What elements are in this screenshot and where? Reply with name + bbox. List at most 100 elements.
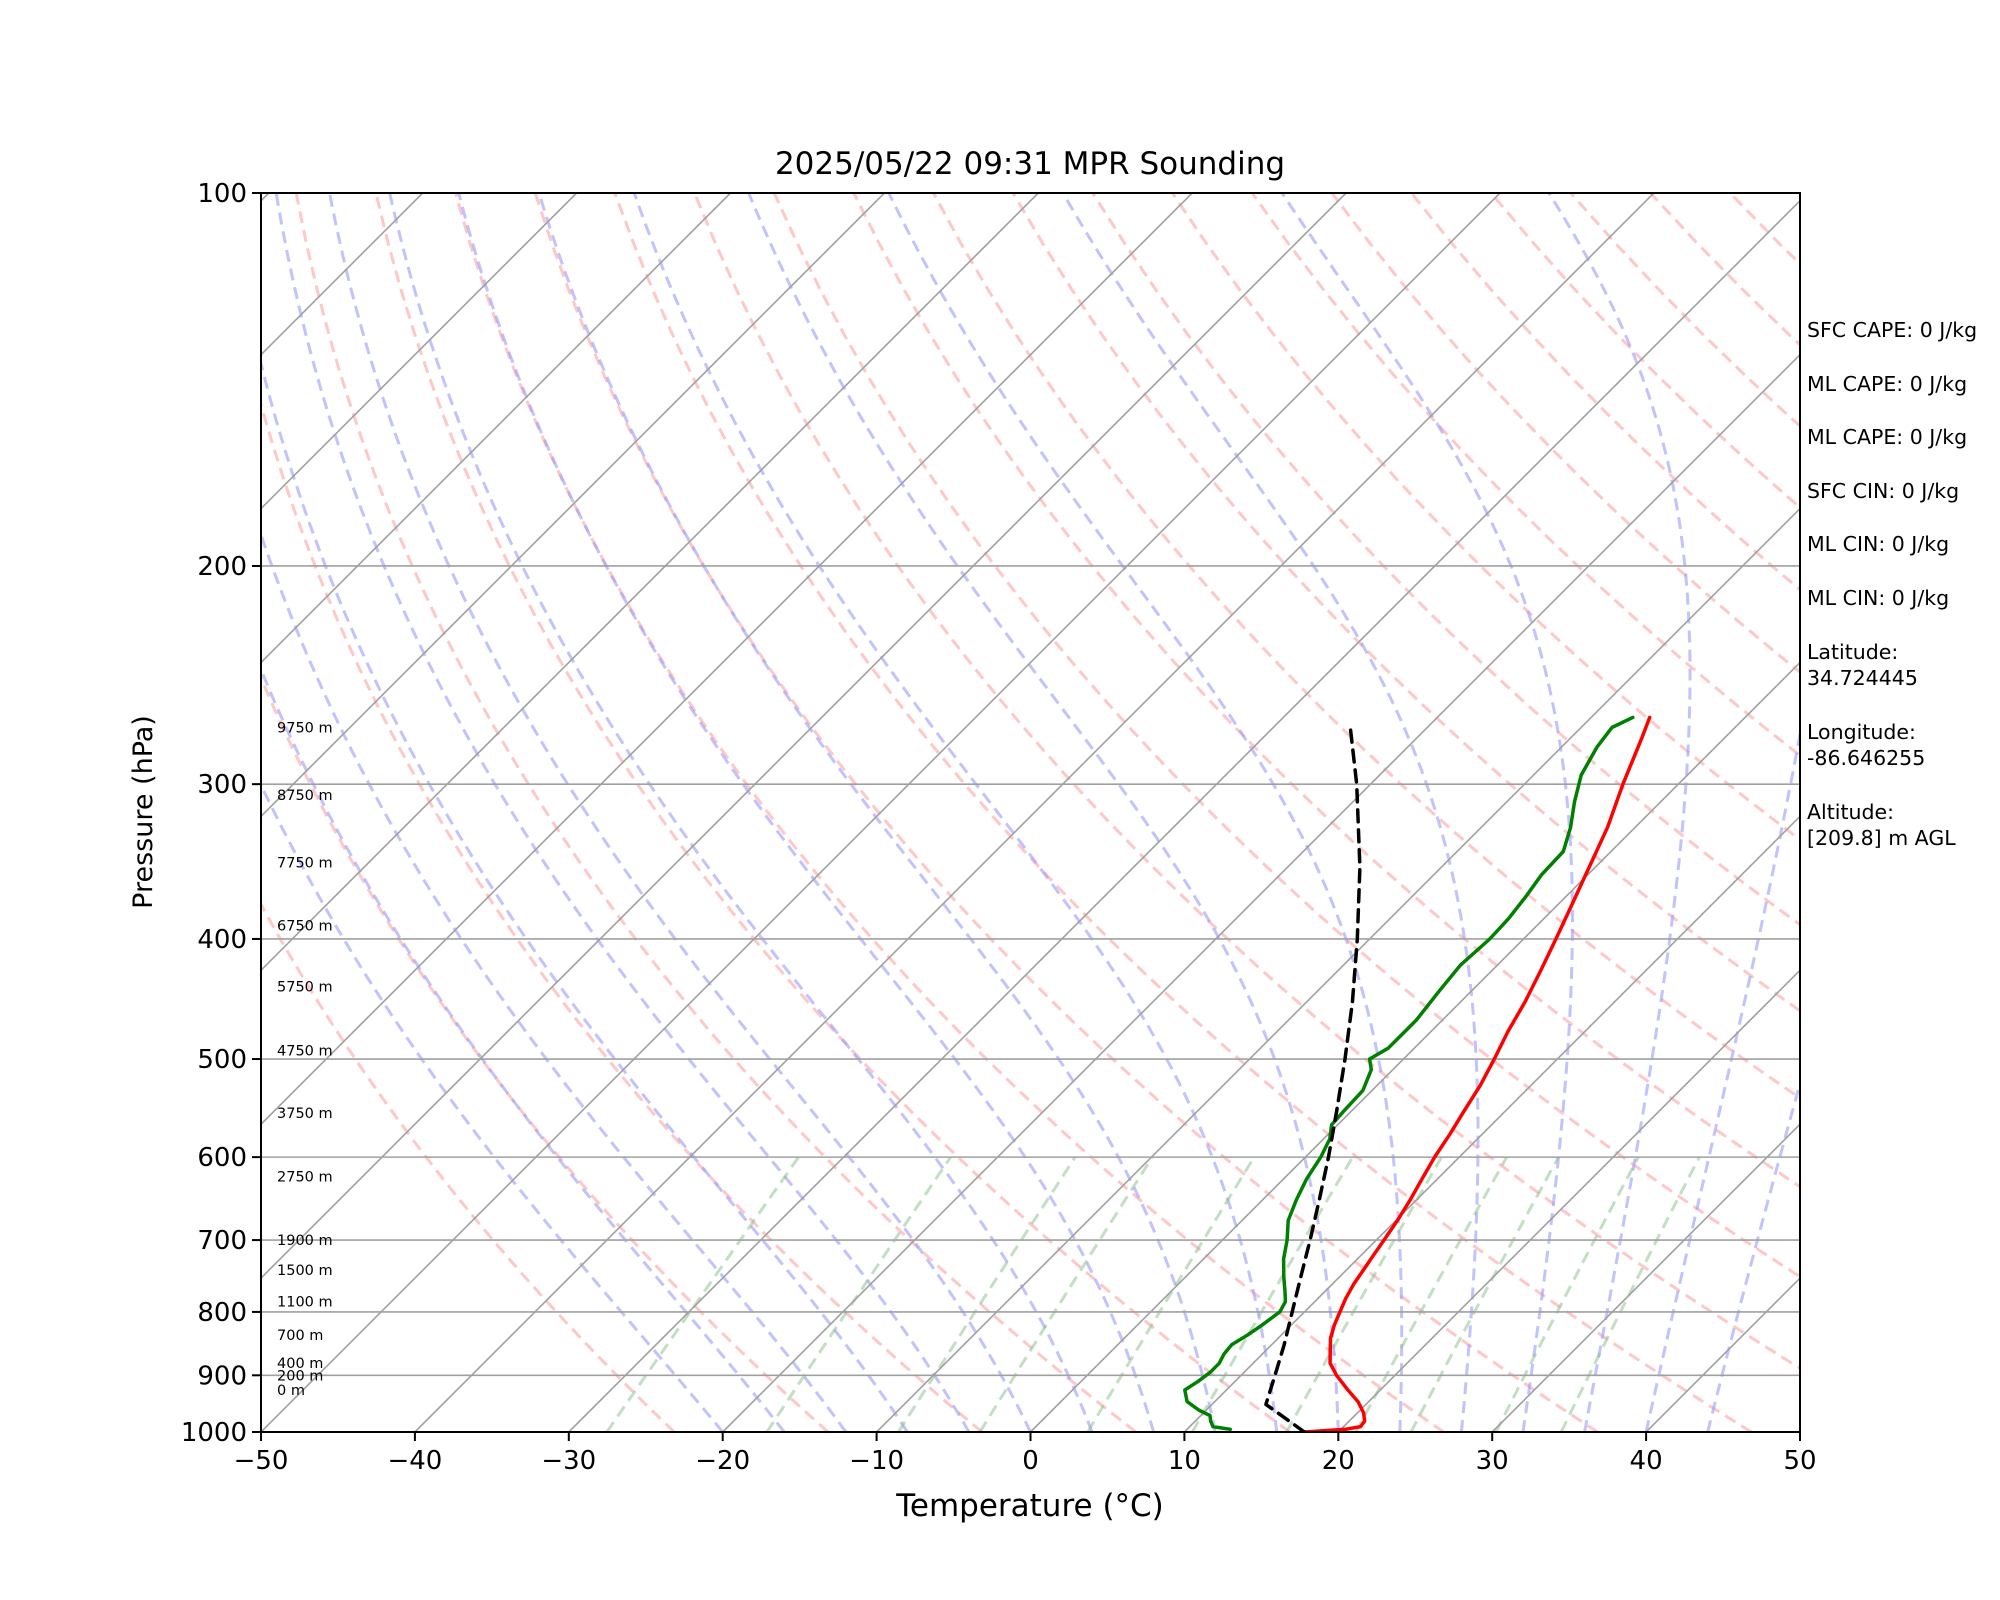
x-tick-label: 10 <box>1168 1446 1201 1476</box>
moist-adiabat <box>328 193 1032 1432</box>
isotherm <box>722 353 1800 1432</box>
parcel-trace <box>1264 725 1362 1432</box>
x-tick-label: −10 <box>849 1446 904 1476</box>
height-label: 1900 m <box>277 1233 333 1249</box>
ml-cape-text-2: ML CAPE: 0 J/kg <box>1807 425 1968 449</box>
y-axis: 100 200 300 400 500 600 700 800 900 1000 <box>181 179 261 1448</box>
sfc-cape-text: SFC CAPE: 0 J/kg <box>1807 318 1978 342</box>
moist-adiabat <box>274 193 971 1432</box>
longitude-label: Longitude: <box>1807 720 1916 744</box>
moist-adiabat <box>261 781 724 1432</box>
x-tick-label: 40 <box>1630 1446 1663 1476</box>
isotherm <box>261 193 885 818</box>
altitude-info: Altitude: [209.8] m AGL <box>1807 799 1997 879</box>
x-tick-label: 0 <box>1022 1446 1039 1476</box>
dewpoint-trace <box>1183 715 1635 1432</box>
dry-adiabat <box>693 193 1800 1371</box>
y-axis-label: Pressure (hPa) <box>128 715 159 909</box>
sfc-cin-text: SFC CIN: 0 J/kg <box>1807 478 1960 503</box>
dry-adiabat <box>772 193 1800 1279</box>
height-label: 4750 m <box>277 1043 333 1059</box>
isotherm <box>261 193 1193 1126</box>
y-tick-label: 700 <box>197 1226 247 1256</box>
longitude-info: Longitude: -86.646255 <box>1807 719 1997 799</box>
x-tick-label: −50 <box>234 1446 289 1476</box>
height-label: 8750 m <box>277 788 333 804</box>
longitude-value: -86.646255 <box>1807 746 1926 770</box>
height-label: 6750 m <box>277 918 333 934</box>
moist-adiabat <box>537 193 1217 1432</box>
x-axis: −50 −40 −30 −20 −10 0 10 20 30 40 50 <box>234 1432 1817 1476</box>
moist-adiabat <box>1644 725 1800 1432</box>
dry-adiabat <box>1011 193 1800 1013</box>
y-tick-label: 800 <box>197 1298 247 1328</box>
isotherm <box>414 193 1655 1432</box>
latitude-label: Latitude: <box>1807 640 1899 664</box>
isotherm <box>261 193 1347 1280</box>
moist-adiabat <box>457 193 1156 1432</box>
isotherm <box>1183 815 1800 1432</box>
dry-adiabat <box>261 398 983 1432</box>
isotherm <box>568 199 1800 1432</box>
height-label: 3750 m <box>277 1106 333 1122</box>
dry-adiabat <box>852 193 1800 1189</box>
altitude-value: [209.8] m AGL <box>1807 826 1956 850</box>
y-tick-label: 600 <box>197 1143 247 1173</box>
x-tick-label: 20 <box>1322 1446 1355 1476</box>
moist-adiabat <box>1547 193 1692 1432</box>
sounding-stats: SFC CAPE: 0 J/kg ML CAPE: 0 J/kg ML CAPE… <box>1807 318 1997 879</box>
isotherm <box>261 193 1039 972</box>
mixing-ratio-line <box>605 1156 800 1432</box>
height-label: 5750 m <box>277 980 333 996</box>
height-label: 400 m <box>277 1356 323 1372</box>
latitude-info: Latitude: 34.724445 <box>1807 639 1997 719</box>
moist-adiabat <box>261 357 909 1432</box>
height-label: 9750 m <box>277 720 333 736</box>
height-label: 0 m <box>277 1383 305 1399</box>
height-label: 1100 m <box>277 1295 333 1311</box>
x-tick-label: −20 <box>695 1446 750 1476</box>
dry-adiabat <box>454 193 1445 1432</box>
dry-adiabat <box>1171 193 1800 842</box>
temperature-trace <box>1302 715 1652 1432</box>
y-tick-label: 200 <box>197 552 247 582</box>
moist-adiabat <box>388 193 1094 1432</box>
isotherm <box>1029 661 1800 1432</box>
sounding-traces <box>1183 715 1652 1432</box>
background-lines <box>261 193 1800 1432</box>
dry-adiabat <box>1091 193 1800 927</box>
isotherm <box>261 193 732 664</box>
x-tick-label: −40 <box>387 1446 442 1476</box>
moist-adiabat <box>1061 193 1480 1432</box>
isotherm <box>261 193 578 510</box>
moist-adiabat <box>1280 193 1574 1432</box>
height-label: 7750 m <box>277 855 333 871</box>
dry-adiabat <box>374 193 1291 1432</box>
isotherm <box>1491 1123 1800 1432</box>
dry-adiabat <box>261 901 676 1432</box>
ml-cape-text: ML CAPE: 0 J/kg <box>1807 371 1968 396</box>
x-tick-label: −30 <box>541 1446 596 1476</box>
x-axis-label: Temperature (°C) <box>895 1488 1164 1524</box>
y-tick-label: 400 <box>197 925 247 955</box>
height-labels: 9750 m 8750 m 7750 m 6750 m 5750 m 4750 m 3750… <box>277 720 333 1399</box>
ml-cin-text-2: ML CIN: 0 J/kg <box>1807 585 1950 610</box>
ml-cin-text: ML CIN: 0 J/kg <box>1807 532 1950 556</box>
height-label: 2750 m <box>277 1170 333 1186</box>
isotherm <box>1337 969 1800 1432</box>
isotherm <box>261 193 1501 1432</box>
chart-title: 2025/05/22 09:31 MPR Sounding <box>775 146 1285 182</box>
dry-adiabat <box>261 674 830 1432</box>
moist-adiabat <box>261 530 848 1432</box>
altitude-label: Altitude: <box>1807 800 1895 824</box>
y-tick-label: 1000 <box>181 1418 247 1448</box>
x-tick-label: 50 <box>1783 1446 1816 1476</box>
dry-adiabat <box>613 193 1753 1432</box>
y-tick-label: 900 <box>197 1361 247 1391</box>
height-label: 1500 m <box>277 1263 333 1279</box>
height-label: 200 m <box>277 1368 323 1384</box>
y-tick-label: 300 <box>197 770 247 800</box>
height-label: 700 m <box>277 1328 323 1344</box>
x-tick-label: 30 <box>1476 1446 1509 1476</box>
